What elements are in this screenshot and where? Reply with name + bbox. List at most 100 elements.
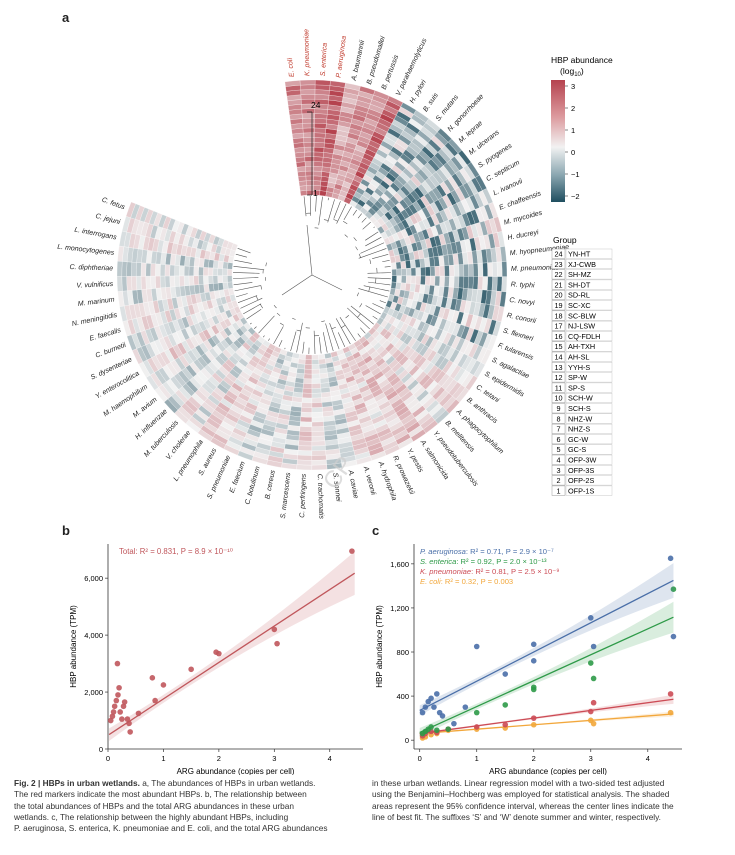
group-number-box bbox=[551, 362, 566, 373]
group-name: YN-HT bbox=[568, 250, 591, 259]
species-label: H. pylori bbox=[409, 79, 428, 105]
species-label: S. sonnei bbox=[331, 472, 341, 502]
group-name: OFP-3W bbox=[568, 456, 596, 465]
species-label: R. conorii bbox=[506, 312, 537, 325]
heatmap-cell bbox=[487, 276, 493, 291]
heatmap-cell bbox=[311, 459, 327, 466]
x-tick-label: 3 bbox=[272, 754, 276, 763]
ring-min-label: 1 bbox=[313, 188, 318, 198]
species-label: A. phagocytophilum bbox=[454, 408, 505, 456]
heatmap-cell bbox=[311, 378, 321, 384]
group-name-box bbox=[565, 300, 613, 311]
heatmap-cell bbox=[482, 262, 488, 277]
group-number: 5 bbox=[556, 445, 560, 454]
series-legend-entry: S. enterica: R² = 0.92, P = 2.0 × 10⁻¹³ bbox=[420, 557, 547, 566]
group-number-box bbox=[551, 310, 566, 321]
caption-left: Fig. 2 | HBPs in urban wetlands. a, The … bbox=[14, 778, 364, 834]
species-label: S. aureus bbox=[198, 447, 219, 477]
group-number: 24 bbox=[554, 250, 562, 259]
heatmap-cell bbox=[311, 359, 320, 365]
heatmap-cell bbox=[463, 276, 469, 289]
heatmap-cell bbox=[496, 261, 503, 277]
group-name-box bbox=[565, 382, 613, 393]
data-point bbox=[473, 709, 480, 716]
caption-line-2: The red markers indicate the most abunda… bbox=[14, 789, 307, 800]
heatmap-cell bbox=[302, 388, 313, 394]
caption-line-3: the total abundances of HBPs and the tot… bbox=[14, 800, 294, 811]
group-name: OFP-2S bbox=[568, 476, 594, 485]
heatmap-cell bbox=[179, 265, 185, 277]
group-number-box bbox=[551, 423, 566, 434]
heatmap-cell bbox=[311, 364, 320, 370]
data-point bbox=[590, 699, 597, 706]
group-name: YYH-S bbox=[568, 363, 590, 372]
heatmap-cell bbox=[160, 275, 166, 289]
heatmap-cell bbox=[208, 259, 215, 269]
heatmap-cell bbox=[298, 175, 307, 182]
group-name: GC-S bbox=[568, 445, 586, 454]
species-label: L. interrogans bbox=[74, 227, 118, 242]
species-label: E. coli bbox=[287, 57, 296, 77]
heatmap-cell bbox=[298, 180, 307, 187]
species-label: B. pertussis bbox=[381, 54, 401, 91]
heatmap-cell bbox=[160, 264, 166, 277]
group-name-box bbox=[565, 372, 613, 383]
caption-right: in these urban wetlands. Linear regressi… bbox=[372, 778, 727, 823]
heatmap-cell bbox=[420, 275, 426, 286]
group-number: 23 bbox=[554, 260, 562, 269]
group-number: 9 bbox=[556, 404, 560, 413]
data-point bbox=[473, 643, 480, 650]
group-name: GC-W bbox=[568, 435, 588, 444]
heatmap-cell bbox=[299, 426, 312, 432]
group-number-box bbox=[551, 382, 566, 393]
legend-tick-label: 0 bbox=[571, 148, 575, 157]
data-point bbox=[216, 650, 222, 657]
group-name-box bbox=[565, 475, 613, 486]
heatmap-cell bbox=[409, 259, 416, 269]
heatmap-cell bbox=[314, 84, 331, 91]
heatmap-cell bbox=[314, 137, 326, 144]
data-point bbox=[502, 671, 509, 677]
group-name: OFP-1S bbox=[568, 486, 594, 495]
group-number-box bbox=[551, 444, 566, 455]
panel-letter-b: b bbox=[62, 523, 70, 538]
heatmap-cell bbox=[439, 265, 445, 277]
heatmap-cell bbox=[297, 358, 306, 365]
group-name-box bbox=[565, 423, 613, 434]
heatmap-cell bbox=[311, 426, 325, 432]
heatmap-cell bbox=[303, 373, 313, 380]
group-name-box bbox=[565, 290, 613, 300]
species-label: M. mycoides bbox=[503, 209, 543, 226]
data-point bbox=[590, 720, 597, 727]
heatmap-cell bbox=[136, 276, 142, 291]
heatmap-cell bbox=[131, 276, 137, 291]
heatmap-cell bbox=[405, 275, 412, 284]
data-point bbox=[149, 675, 156, 681]
group-number: 2 bbox=[556, 476, 560, 485]
heatmap-cell bbox=[425, 266, 431, 277]
heatmap-cell bbox=[296, 464, 312, 471]
data-point bbox=[110, 709, 117, 715]
group-number-box bbox=[551, 269, 566, 280]
legend-tick-label: −2 bbox=[571, 192, 580, 201]
group-number: 14 bbox=[554, 353, 562, 362]
heatmap-cell bbox=[311, 450, 327, 456]
heatmap-cell bbox=[406, 268, 412, 277]
heatmap-cell bbox=[305, 354, 313, 360]
heatmap-cell bbox=[297, 363, 306, 370]
color-legend: HBP abundance (log10) 3 2 1 0 −1 −2 bbox=[551, 55, 613, 202]
heatmap-cell bbox=[299, 185, 307, 192]
heatmap-cell bbox=[314, 142, 325, 148]
heatmap-cell bbox=[477, 263, 484, 277]
species-label: C. diphtheriae bbox=[69, 264, 113, 272]
heatmap-cell bbox=[467, 276, 474, 290]
heatmap-cell bbox=[304, 359, 313, 365]
heatmap-cell bbox=[311, 388, 322, 394]
group-number-box bbox=[551, 403, 566, 414]
species-label: P. aeruginosa bbox=[335, 35, 348, 78]
heatmap-cell bbox=[313, 175, 322, 182]
heatmap-cell bbox=[207, 275, 214, 284]
group-number-box bbox=[551, 413, 566, 424]
heatmap-cell bbox=[311, 445, 326, 451]
heatmap-cell bbox=[302, 383, 313, 389]
